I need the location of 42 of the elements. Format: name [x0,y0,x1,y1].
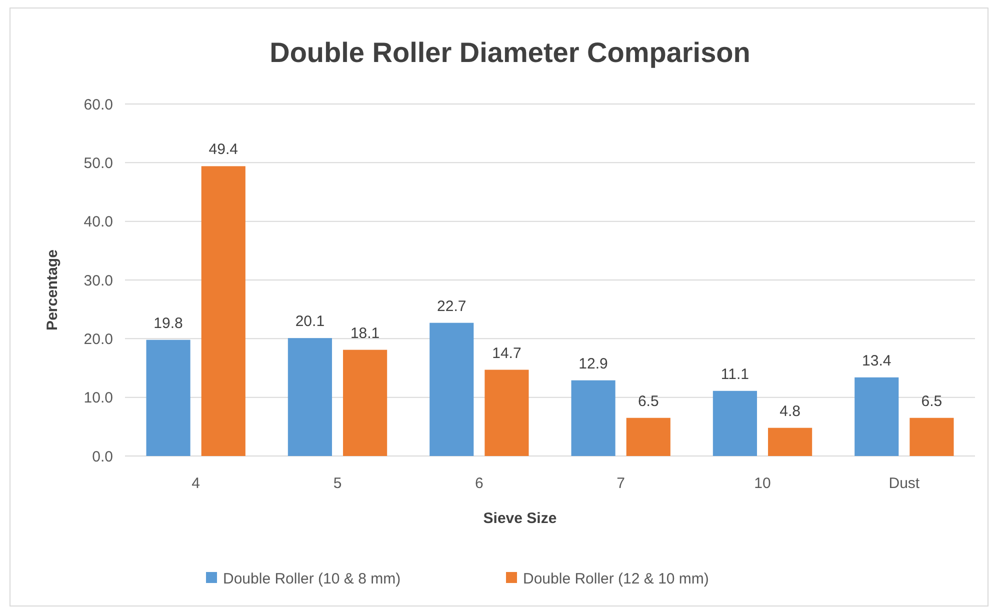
chart-title: Double Roller Diameter Comparison [270,37,750,68]
bar [571,380,616,456]
data-label: 19.8 [154,314,183,332]
x-tick-label: 10 [754,475,771,492]
y-tick-label: 20.0 [84,330,113,348]
x-axis-title: Sieve Size [483,510,557,527]
bar [146,340,190,456]
y-tick-label: 0.0 [92,448,113,466]
data-label: 13.4 [862,352,892,370]
data-label: 49.4 [208,141,238,158]
y-tick-label: 60.0 [84,96,113,114]
legend-label: Double Roller (10 & 8 mm) [223,570,401,588]
x-tick-label: 5 [333,475,342,492]
x-tick-label: 4 [192,475,200,492]
bar [626,418,670,456]
y-tick-label: 50.0 [84,154,113,172]
legend-label: Double Roller (12 & 10 mm) [523,570,709,588]
data-label: 6.5 [921,392,942,410]
data-label: 4.8 [780,402,800,420]
y-tick-label: 30.0 [84,272,113,290]
bar [288,338,332,456]
y-tick-label: 40.0 [84,214,113,231]
data-label: 14.7 [492,344,522,362]
y-tick-label: 10.0 [84,390,113,407]
bar [854,377,899,456]
data-label: 12.9 [578,355,608,372]
data-label: 11.1 [720,366,749,383]
bar [712,390,757,456]
bar [201,166,246,456]
bar [910,418,954,456]
data-label: 20.1 [295,313,325,330]
x-tick-label: 7 [616,475,626,492]
data-label: 6.5 [638,392,659,410]
x-tick-label: 6 [474,475,484,492]
bar [768,428,812,456]
bar [484,370,529,456]
bar [430,322,474,456]
y-axis-title: Percentage [44,250,61,330]
data-label: 18.1 [350,324,380,342]
bar [343,350,388,456]
x-tick-label: Dust [888,475,920,492]
data-label: 22.7 [437,298,466,315]
